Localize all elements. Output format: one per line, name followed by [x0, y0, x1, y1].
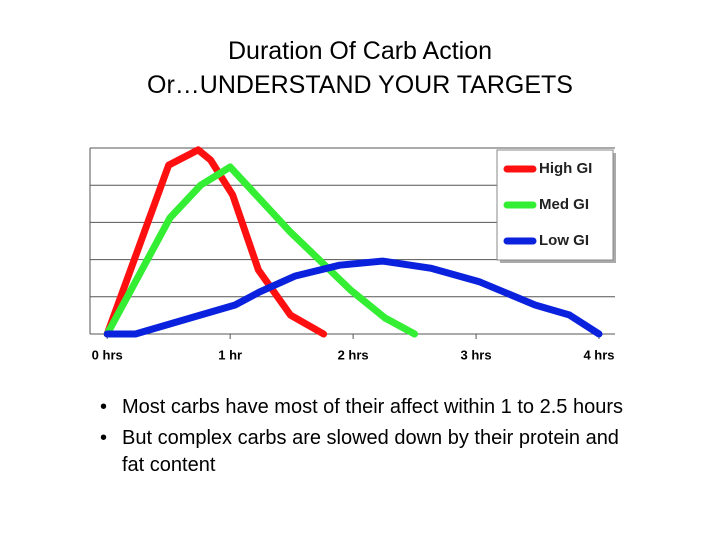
bullet: But complex carbs are slowed down by the…	[100, 425, 640, 479]
legend-label: Med GI	[539, 196, 589, 213]
bullet: Most carbs have most of their affect wit…	[100, 394, 640, 421]
title-line: Or…UNDERSTAND YOUR TARGETS	[147, 71, 573, 99]
x-tick-label: 0 hrs	[92, 347, 123, 362]
series-line	[103, 257, 603, 338]
bullet-list: Most carbs have most of their affect wit…	[100, 394, 640, 483]
title: Duration Of Carb Action Or…UNDERSTAND YO…	[0, 34, 720, 102]
x-tick-label: 3 hrs	[461, 347, 492, 362]
x-tick-label: 1 hr	[218, 347, 242, 362]
chart: 0 hrs 1 hr 2 hrs 3 hrs 4 hrs High GI Med GI Low…	[89, 146, 616, 362]
legend-label: Low GI	[539, 232, 589, 249]
title-line: Duration Of Carb Action	[227, 37, 492, 65]
x-tick-label: 4 hrs	[583, 347, 614, 362]
series-line	[103, 163, 419, 338]
x-tick-label: 2 hrs	[338, 347, 369, 362]
series-line	[103, 146, 328, 338]
legend-label: High GI	[539, 160, 592, 177]
legend: High GI Med GI Low GI	[496, 149, 616, 263]
